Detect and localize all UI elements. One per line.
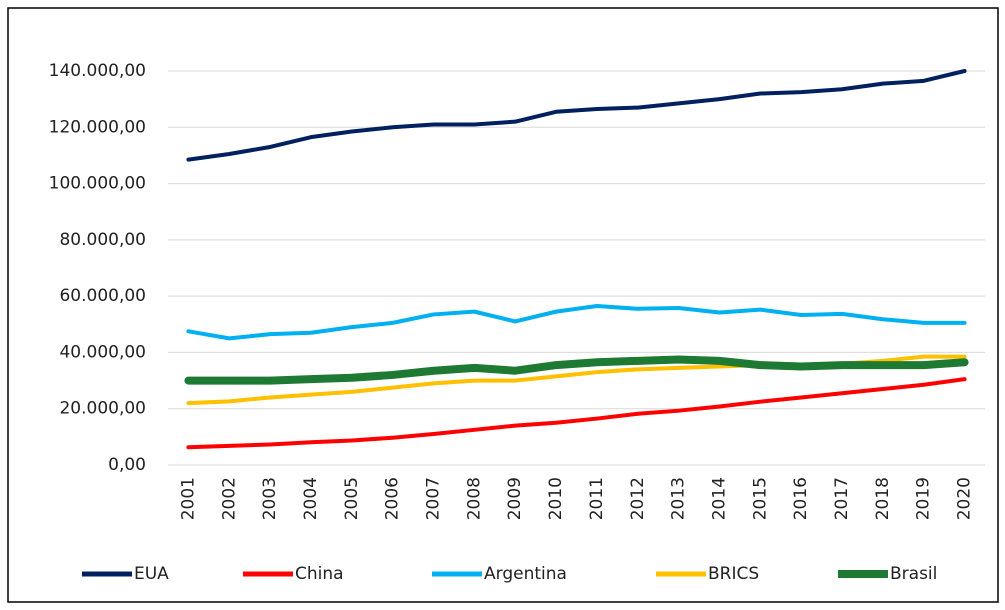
x-tick-label: 2014	[709, 477, 729, 520]
y-tick-label: 0,00	[108, 455, 146, 475]
y-tick-label: 100.000,00	[49, 174, 146, 194]
legend-label: EUA	[134, 564, 169, 584]
x-tick-label: 2012	[628, 477, 648, 520]
x-tick-label: 2013	[669, 477, 689, 520]
legend-label: Argentina	[484, 564, 567, 584]
line-series	[186, 377, 967, 450]
x-tick-label: 2003	[260, 477, 280, 520]
line-series	[184, 355, 969, 385]
line-series	[186, 303, 967, 341]
x-tick-label: 2020	[955, 477, 975, 520]
x-tick-label: 2006	[383, 477, 403, 520]
y-tick-label: 60.000,00	[59, 286, 146, 306]
y-tick-label: 140.000,00	[49, 61, 146, 81]
x-tick-label: 2019	[914, 477, 934, 520]
line-series	[186, 69, 967, 162]
x-tick-label: 2010	[546, 477, 566, 520]
x-tick-label: 2001	[178, 477, 198, 520]
x-tick-label: 2011	[587, 477, 607, 520]
x-tick-label: 2008	[464, 477, 484, 520]
x-tick-label: 2016	[791, 477, 811, 520]
x-tick-label: 2004	[301, 477, 321, 520]
x-tick-label: 2002	[219, 477, 239, 520]
legend-label: Brasil	[890, 564, 937, 584]
x-tick-label: 2005	[342, 477, 362, 520]
chart-border	[7, 7, 999, 603]
x-tick-label: 2009	[505, 477, 525, 520]
x-tick-label: 2017	[832, 477, 852, 520]
x-tick-label: 2007	[424, 477, 444, 520]
legend-label: BRICS	[708, 564, 759, 584]
y-tick-label: 80.000,00	[59, 230, 146, 250]
legend-label: China	[295, 564, 344, 584]
x-tick-label: 2015	[750, 477, 770, 520]
y-tick-label: 40.000,00	[59, 342, 146, 362]
y-tick-label: 20.000,00	[59, 399, 146, 419]
x-tick-label: 2018	[873, 477, 893, 520]
y-tick-label: 120.000,00	[49, 117, 146, 137]
